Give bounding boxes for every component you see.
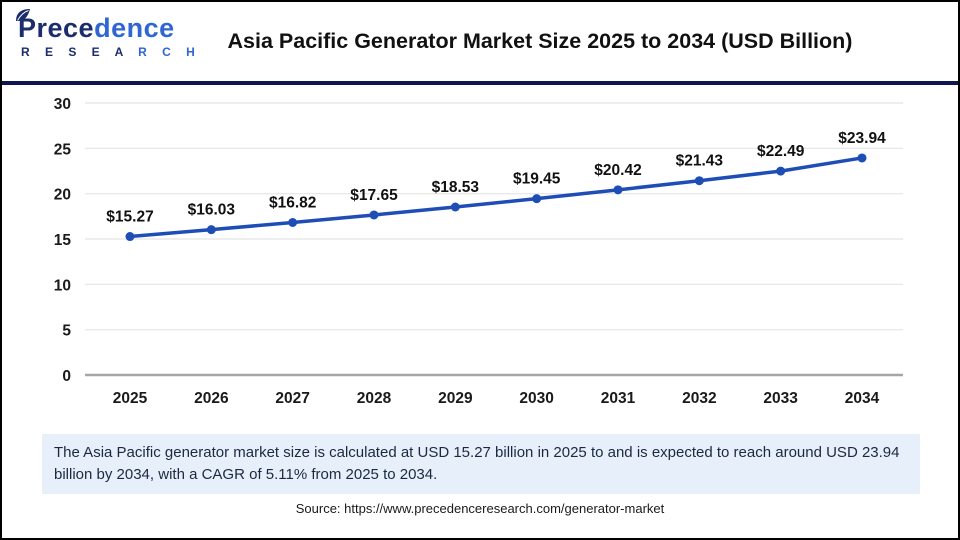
- data-point: [532, 194, 542, 204]
- y-tick-label: 5: [62, 323, 71, 340]
- x-tick-label: 2031: [601, 390, 636, 407]
- market-size-line-chart: 0 5 10 15 20 25 30 2025 2026 2027 2028 2029 2030 2031…: [2, 85, 958, 432]
- data-label: $17.65: [350, 187, 398, 204]
- source-link[interactable]: Source: https://www.precedenceresearch.c…: [295, 500, 665, 516]
- logo-text-dark: Prece: [18, 13, 95, 43]
- y-tick-label: 20: [54, 187, 71, 204]
- x-tick-label: 2028: [357, 390, 392, 407]
- y-tick-label: 15: [54, 232, 72, 249]
- data-label: $19.45: [513, 171, 561, 188]
- data-point: [369, 210, 379, 220]
- chart-description: The Asia Pacific generator market size i…: [42, 434, 920, 494]
- leaf-icon: [15, 8, 31, 28]
- x-tick-label: 2026: [194, 390, 229, 407]
- data-label: $21.43: [676, 153, 724, 170]
- logo-wordmark: Precedence: [18, 15, 201, 42]
- logo-subtext-dark: R E S E A: [21, 45, 139, 59]
- data-point: [776, 166, 786, 176]
- page-title: Asia Pacific Generator Market Size 2025 …: [227, 29, 853, 53]
- data-point: [857, 153, 867, 163]
- data-label: $15.27: [106, 209, 153, 226]
- x-tick-label: 2027: [275, 390, 309, 407]
- header: Precedence R E S E A R C H Asia Pacific …: [2, 2, 958, 81]
- precedence-research-logo: Precedence R E S E A R C H: [16, 9, 201, 58]
- data-point: [694, 176, 704, 186]
- y-tick-label: 25: [54, 141, 72, 158]
- x-tick-label: 2032: [682, 390, 716, 407]
- x-tick-label: 2029: [438, 390, 473, 407]
- x-tick-label: 2025: [113, 390, 148, 407]
- data-label: $23.94: [838, 130, 886, 147]
- data-label: $16.82: [269, 194, 316, 211]
- y-tick-label: 10: [54, 277, 71, 294]
- data-point: [206, 225, 216, 235]
- data-label: $16.03: [188, 202, 236, 219]
- data-label: $22.49: [757, 143, 805, 160]
- data-point: [450, 202, 460, 212]
- logo-text-light: dence: [94, 13, 175, 43]
- data-label: $20.42: [594, 162, 641, 179]
- x-tick-label: 2034: [845, 390, 880, 407]
- x-tick-label: 2033: [763, 390, 798, 407]
- data-point: [613, 185, 623, 195]
- data-point: [125, 232, 135, 242]
- logo-subtext: R E S E A R C H: [18, 46, 201, 58]
- trend-line: [128, 156, 864, 239]
- data-point: [288, 217, 298, 227]
- header-divider: [2, 81, 958, 85]
- x-tick-label: 2030: [519, 390, 553, 407]
- logo-subtext-light: R C H: [138, 45, 201, 59]
- y-tick-label: 0: [62, 368, 71, 385]
- data-label: $18.53: [432, 179, 480, 196]
- y-tick-label: 30: [54, 96, 71, 113]
